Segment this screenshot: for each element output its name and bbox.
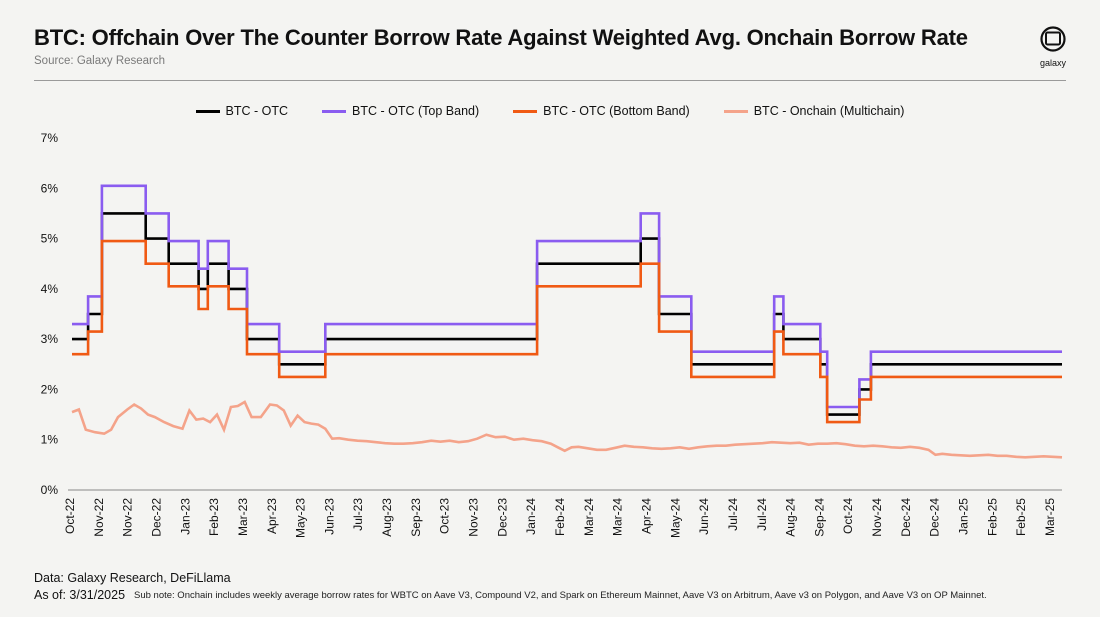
- x-tick-label: Apr-23: [265, 498, 279, 534]
- x-tick-label: May-23: [294, 498, 308, 538]
- x-tick-label: Aug-24: [784, 498, 798, 537]
- x-tick-label: Nov-22: [92, 498, 106, 537]
- header-divider: [34, 80, 1066, 81]
- x-tick-label: Jan-24: [524, 498, 538, 535]
- x-tick-label: Feb-24: [553, 498, 567, 536]
- series-line-btc-otc: [72, 212, 1062, 416]
- x-tick-label: Dec-23: [495, 498, 509, 537]
- y-tick-label: 1%: [41, 433, 59, 447]
- legend-swatch: [513, 109, 538, 113]
- legend-item: BTC - OTC (Bottom Band): [513, 104, 690, 118]
- x-tick-label: Mar-24: [582, 498, 596, 536]
- x-tick-label: Sep-23: [409, 498, 423, 537]
- x-tick-label: Aug-23: [380, 498, 394, 537]
- legend-item: BTC - OTC (Top Band): [322, 104, 479, 118]
- y-tick-label: 3%: [41, 332, 59, 346]
- x-tick-label: Jun-23: [322, 498, 336, 535]
- y-tick-label: 2%: [41, 382, 59, 396]
- legend-label: BTC - OTC: [225, 104, 289, 118]
- legend-swatch: [322, 109, 347, 113]
- x-tick-label: Dec-22: [149, 498, 163, 537]
- x-tick-label: Nov-23: [467, 498, 481, 537]
- x-tick-label: Oct-24: [841, 498, 855, 534]
- x-tick-label: May-24: [668, 498, 682, 538]
- x-tick-label: Sep-24: [812, 498, 826, 537]
- x-tick-label: Mar-25: [1043, 498, 1057, 536]
- y-tick-label: 5%: [41, 232, 59, 246]
- legend-swatch: [723, 109, 748, 113]
- legend-swatch: [195, 109, 220, 113]
- x-tick-label: Oct-22: [63, 498, 77, 534]
- series-line-btc-otc-bottom-band: [72, 239, 1062, 424]
- x-tick-label: Nov-22: [121, 498, 135, 537]
- y-tick-label: 4%: [41, 282, 59, 296]
- x-tick-label: Mar-23: [236, 498, 250, 536]
- x-tick-label: Dec-24: [928, 498, 942, 537]
- legend-label: BTC - OTC (Bottom Band): [543, 104, 690, 118]
- x-tick-label: Jul-23: [351, 498, 365, 531]
- x-tick-label: Feb-25: [1014, 498, 1028, 536]
- chart-title: BTC: Offchain Over The Counter Borrow Ra…: [34, 25, 968, 50]
- galaxy-logo-icon: [1040, 26, 1066, 52]
- x-tick-label: Mar-24: [611, 498, 625, 536]
- footer-as-of: As of: 3/31/2025: [34, 588, 126, 602]
- x-tick-label: Oct-23: [438, 498, 452, 534]
- footer-sub-note: Sub note: Onchain includes weekly averag…: [134, 590, 987, 601]
- x-tick-label: Jul-24: [726, 498, 740, 531]
- x-tick-label: Dec-24: [899, 498, 913, 537]
- chart-legend: BTC - OTC BTC - OTC (Top Band) BTC - OTC (…: [0, 104, 1100, 118]
- x-tick-label: Jul-24: [755, 498, 769, 531]
- legend-label: BTC - Onchain (Multichain): [753, 104, 905, 118]
- series-line-btc-onchain-multichain: [71, 400, 1063, 459]
- x-tick-label: Feb-23: [207, 498, 221, 536]
- x-tick-label: Nov-24: [870, 498, 884, 537]
- x-tick-label: Apr-24: [639, 498, 653, 534]
- legend-label: BTC - OTC (Top Band): [352, 104, 480, 118]
- legend-item: BTC - OTC: [195, 104, 289, 118]
- y-tick-label: 0%: [41, 483, 59, 497]
- y-tick-label: 6%: [41, 181, 59, 195]
- series-line-btc-otc-top-band: [72, 184, 1062, 409]
- x-tick-label: Jan-25: [957, 498, 971, 535]
- galaxy-logo: galaxy: [1038, 26, 1068, 68]
- logo-text: galaxy: [1039, 58, 1066, 68]
- y-tick-label: 7%: [41, 131, 59, 145]
- legend-item: BTC - Onchain (Multichain): [723, 104, 905, 118]
- x-tick-label: Feb-25: [985, 498, 999, 536]
- chart-source: Source: Galaxy Research: [34, 55, 166, 67]
- footer-data-source: Data: Galaxy Research, DeFiLlama: [34, 571, 231, 585]
- x-tick-label: Jun-24: [697, 498, 711, 535]
- x-tick-label: Jan-23: [178, 498, 192, 535]
